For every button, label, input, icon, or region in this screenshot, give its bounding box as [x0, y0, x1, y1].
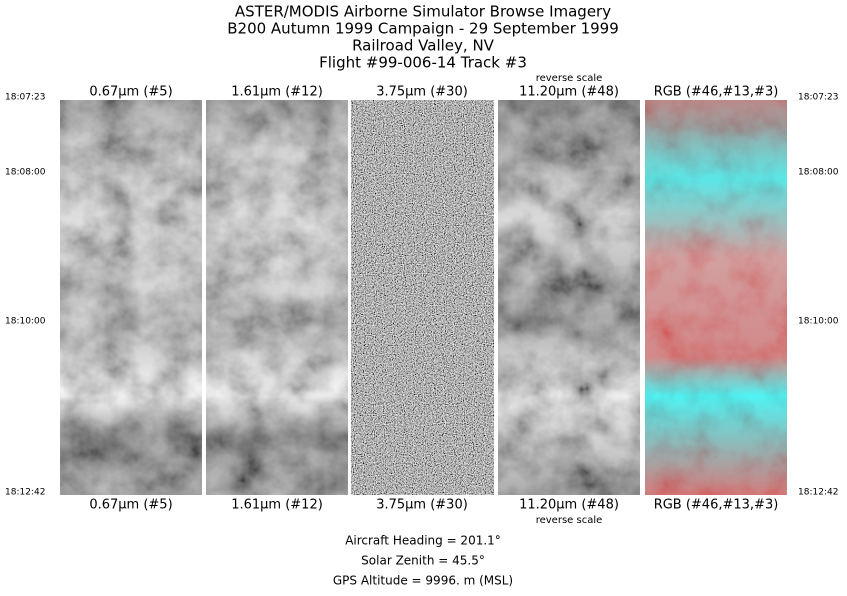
time-label: 18:08:00 [5, 168, 46, 178]
panel-label: 3.75μm (#30) [376, 85, 468, 100]
image-panels [60, 100, 787, 495]
image-panel [351, 100, 494, 495]
panel-label: RGB (#46,#13,#3) [654, 85, 779, 100]
panel-label: RGB (#46,#13,#3) [654, 498, 779, 513]
image-texture [60, 100, 202, 495]
panel-label: 0.67μm (#5) [89, 85, 172, 100]
footer-line: Solar Zenith = 45.5° [361, 554, 485, 568]
time-label: 18:07:23 [5, 93, 45, 103]
panel-label: 11.20μm (#48) [519, 498, 619, 513]
panel-note: reverse scale [536, 73, 603, 84]
time-label: 18:12:42 [798, 488, 838, 498]
footer-line: GPS Altitude = 9996. m (MSL) [333, 574, 513, 588]
time-label: 18:08:00 [798, 168, 839, 178]
time-label: 18:10:00 [5, 317, 46, 327]
title-line: Railroad Valley, NV [352, 37, 495, 55]
image-texture [645, 100, 787, 495]
time-label: 18:12:42 [5, 488, 45, 498]
panel-label: 11.20μm (#48) [519, 85, 619, 100]
title-line: B200 Autumn 1999 Campaign - 29 September… [227, 20, 619, 38]
time-label: 18:10:00 [798, 317, 839, 327]
title-line: Flight #99-006-14 Track #3 [319, 54, 527, 72]
panel-label: 0.67μm (#5) [89, 498, 172, 513]
footer-line: Aircraft Heading = 201.1° [345, 534, 501, 548]
panel-label: 1.61μm (#12) [231, 498, 323, 513]
panel-note: reverse scale [536, 515, 603, 526]
title-line: ASTER/MODIS Airborne Simulator Browse Im… [235, 3, 611, 21]
panel-label: 3.75μm (#30) [376, 498, 468, 513]
image-texture [206, 100, 348, 495]
panel-label: 1.61μm (#12) [231, 85, 323, 100]
time-label: 18:07:23 [798, 93, 838, 103]
image-texture [498, 100, 640, 495]
